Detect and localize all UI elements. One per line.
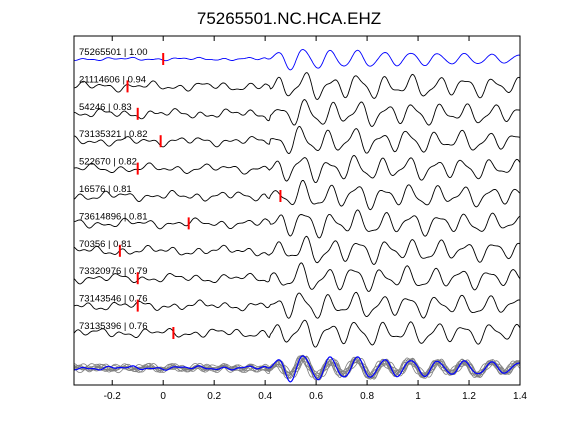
trace-line-2 <box>73 98 521 127</box>
x-tick-label-6: 1 <box>415 391 421 402</box>
trace-line-8 <box>73 262 521 292</box>
x-tick-label-4: 0.6 <box>309 391 323 402</box>
trace-5: 16576 | 0.81 <box>73 180 521 211</box>
x-tick-label-7: 1.2 <box>462 391 476 402</box>
trace-10: 73135396 | 0.76 <box>73 319 521 348</box>
trace-line-5 <box>73 180 521 211</box>
trace-label-4: 522670 | 0.82 <box>79 157 137 168</box>
stack-trace-8 <box>73 354 521 380</box>
trace-label-0: 75265501 | 1.00 <box>79 47 148 58</box>
trace-label-7: 70356 | 0.81 <box>79 239 132 250</box>
axes-layer: -0.2 0 0.2 0.4 0.6 0.8 1 1.2 1.4 <box>73 35 527 402</box>
stack-trace-7 <box>73 355 521 380</box>
trace-2: 54246 | 0.83 <box>73 98 521 127</box>
trace-label-8: 73320976 | 0.79 <box>79 266 148 277</box>
trace-0: 75265501 | 1.00 <box>73 47 521 71</box>
trace-label-9: 73143546 | 0.76 <box>79 294 148 305</box>
trace-line-6 <box>73 209 521 239</box>
trace-label-3: 73135321 | 0.82 <box>79 129 148 140</box>
trace-line-0 <box>73 49 521 71</box>
trace-6: 73614896 | 0.81 <box>73 209 521 239</box>
stack-layer <box>73 354 521 383</box>
x-tick-label-3: 0.4 <box>258 391 272 402</box>
trace-1: 21114606 | 0.94 <box>73 72 521 101</box>
trace-line-3 <box>73 125 521 154</box>
chart-title: 75265501.NC.HCA.EHZ <box>197 9 381 28</box>
trace-line-1 <box>73 72 521 101</box>
trace-7: 70356 | 0.81 <box>73 235 521 265</box>
trace-9: 73143546 | 0.76 <box>73 291 521 319</box>
x-tick-label-8: 1.4 <box>513 391 527 402</box>
trace-line-7 <box>73 235 521 265</box>
stack-reference-trace <box>73 355 521 383</box>
trace-label-2: 54246 | 0.83 <box>79 102 132 113</box>
plot-frame <box>73 35 521 386</box>
traces-layer: 75265501 | 1.00 21114606 | 0.94 54246 | 0.… <box>73 47 521 348</box>
trace-label-10: 73135396 | 0.76 <box>79 321 148 332</box>
trace-4: 522670 | 0.82 <box>73 155 521 184</box>
trace-3: 73135321 | 0.82 <box>73 125 521 154</box>
trace-8: 73320976 | 0.79 <box>73 262 521 292</box>
x-tick-label-2: 0.2 <box>207 391 221 402</box>
trace-label-5: 16576 | 0.81 <box>79 184 132 195</box>
trace-label-1: 21114606 | 0.94 <box>79 74 146 85</box>
trace-line-4 <box>73 155 521 184</box>
trace-label-6: 73614896 | 0.81 <box>79 211 148 222</box>
x-tick-label-5: 0.8 <box>360 391 374 402</box>
x-tick-label-1: 0 <box>160 391 166 402</box>
trace-line-9 <box>73 291 521 319</box>
x-tick-label-0: -0.2 <box>104 391 122 402</box>
trace-line-10 <box>73 319 521 348</box>
